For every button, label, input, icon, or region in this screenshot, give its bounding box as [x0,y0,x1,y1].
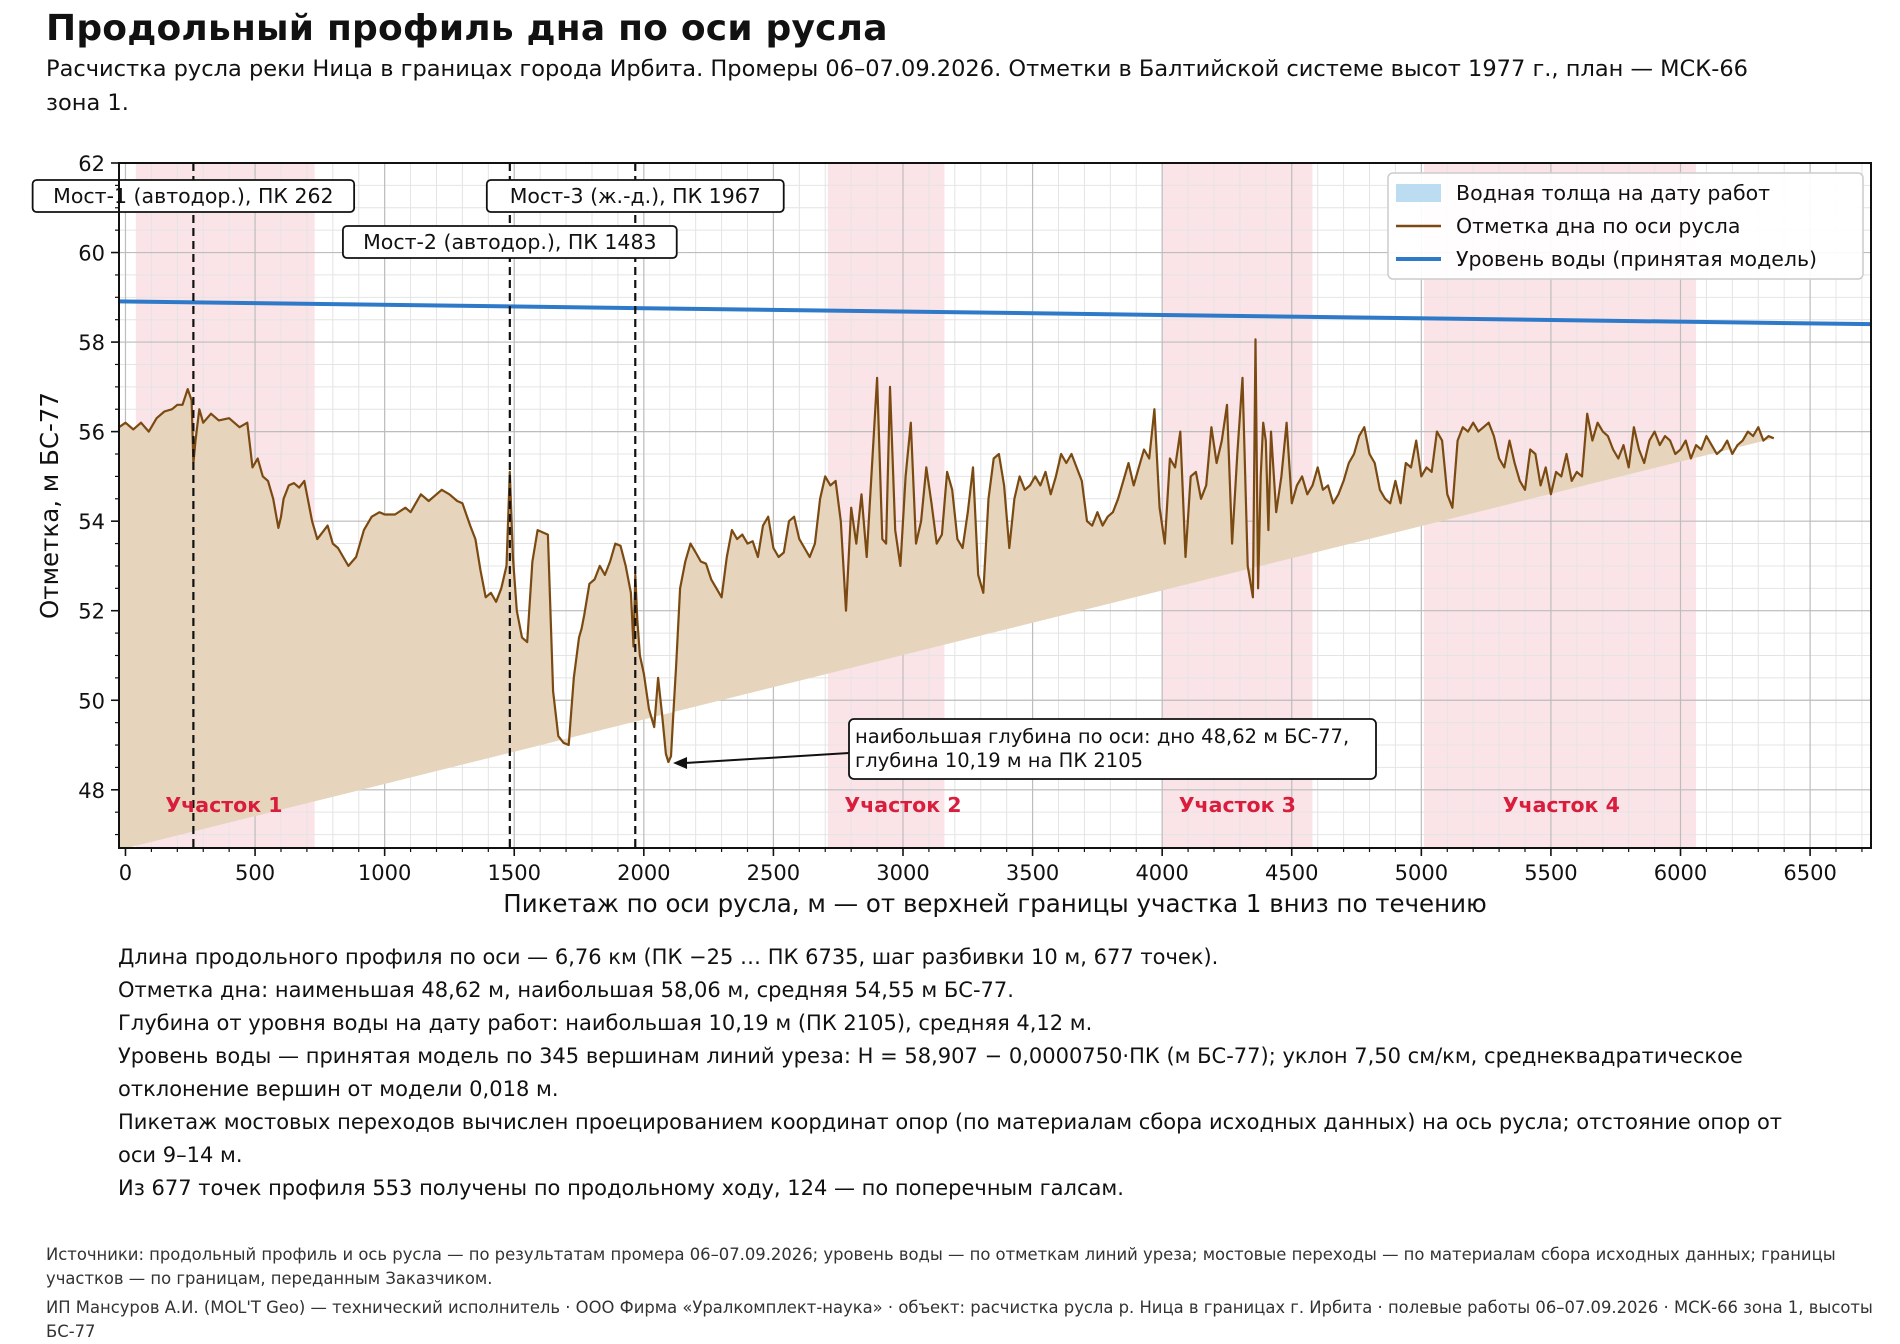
y-tick-label: 50 [78,689,105,713]
note-line: Из 677 точек профиля 553 получены по про… [118,1176,1124,1200]
x-tick-label: 2000 [617,861,670,885]
x-tick-label: 6000 [1654,861,1707,885]
y-tick-label: 60 [78,242,105,266]
y-tick-label: 58 [78,331,105,355]
x-tick-label: 3500 [1006,861,1059,885]
bridge-label: Мост-3 (ж.-д.), ПК 1967 [510,184,761,208]
legend-swatch-fill [1396,184,1441,202]
section-label: Участок 3 [1179,793,1296,817]
x-tick-label: 500 [235,861,275,885]
section-label: Участок 1 [165,793,282,817]
annotation-box [848,718,1377,780]
annotation-text: наибольшая глубина по оси: дно 48,62 м Б… [855,725,1349,748]
annotation-arrow-shaft [684,752,850,765]
water-level-line [119,299,1871,327]
x-tick-label: 2500 [747,861,800,885]
sources-note: Источники: продольный профиль и ось русл… [46,1245,1836,1288]
section-label: Участок 4 [1503,793,1620,817]
y-axis-title: Отметка, м БС-77 [35,392,64,619]
x-tick-label: 4000 [1135,861,1188,885]
y-tick-label: 62 [78,152,105,176]
summary-notes: Длина продольного профиля по оси — 6,76 … [118,941,1818,1205]
annotation-text: глубина 10,19 м на ПК 2105 [855,749,1143,772]
legend-label: Уровень воды (принятая модель) [1456,247,1817,271]
x-tick-label: 1000 [358,861,411,885]
bridge-label-box [485,179,785,213]
plot-frame [118,162,1872,849]
y-tick-label: 56 [78,421,105,445]
x-tick-label: 6500 [1783,861,1836,885]
credits-note: ИП Мансуров А.И. (MOL'T Geo) — техническ… [46,1298,1873,1341]
note-line: Глубина от уровня воды на дату работ: на… [118,1011,1093,1035]
x-tick-label: 0 [119,861,132,885]
x-tick-label: 1500 [488,861,541,885]
bridge-label-box [31,179,356,213]
bridge-label-box [342,225,678,259]
chart-title: Продольный профиль дна по оси русла [46,8,888,49]
x-axis-title: Пикетаж по оси русла, м — от верхней гра… [503,889,1486,918]
bed-profile-line [119,338,1775,764]
ground-fill [119,339,1774,848]
chart-subtitle: Расчистка русла реки Ница в границах гор… [46,56,1748,116]
x-tick-label: 5000 [1395,861,1448,885]
y-tick-label: 52 [78,600,105,624]
legend-label: Водная толща на дату работ [1456,181,1770,205]
note-line: Уровень воды — принятая модель по 345 ве… [118,1044,1743,1101]
profile-chart: Мост-1 (автодор.), ПК 262 Мост-2 (автодор… [31,152,1872,918]
legend-box [1387,172,1864,280]
note-line: Длина продольного профиля по оси — 6,76 … [118,945,1219,969]
bridge-label: Мост-2 (автодор.), ПК 1483 [363,230,656,254]
x-tick-label: 3000 [876,861,929,885]
x-tick-label: 4500 [1265,861,1318,885]
x-tick-label: 5500 [1524,861,1577,885]
section-label: Участок 2 [844,793,961,817]
y-tick-label: 54 [78,510,105,534]
note-line: Отметка дна: наименьшая 48,62 м, наиболь… [118,978,1014,1002]
y-tick-label: 48 [78,779,105,803]
note-line: Пикетаж мостовых переходов вычислен прое… [118,1110,1783,1167]
bridge-label: Мост-1 (автодор.), ПК 262 [53,184,333,208]
legend-label: Отметка дна по оси русла [1456,214,1740,238]
annotation-arrowhead [673,757,688,770]
